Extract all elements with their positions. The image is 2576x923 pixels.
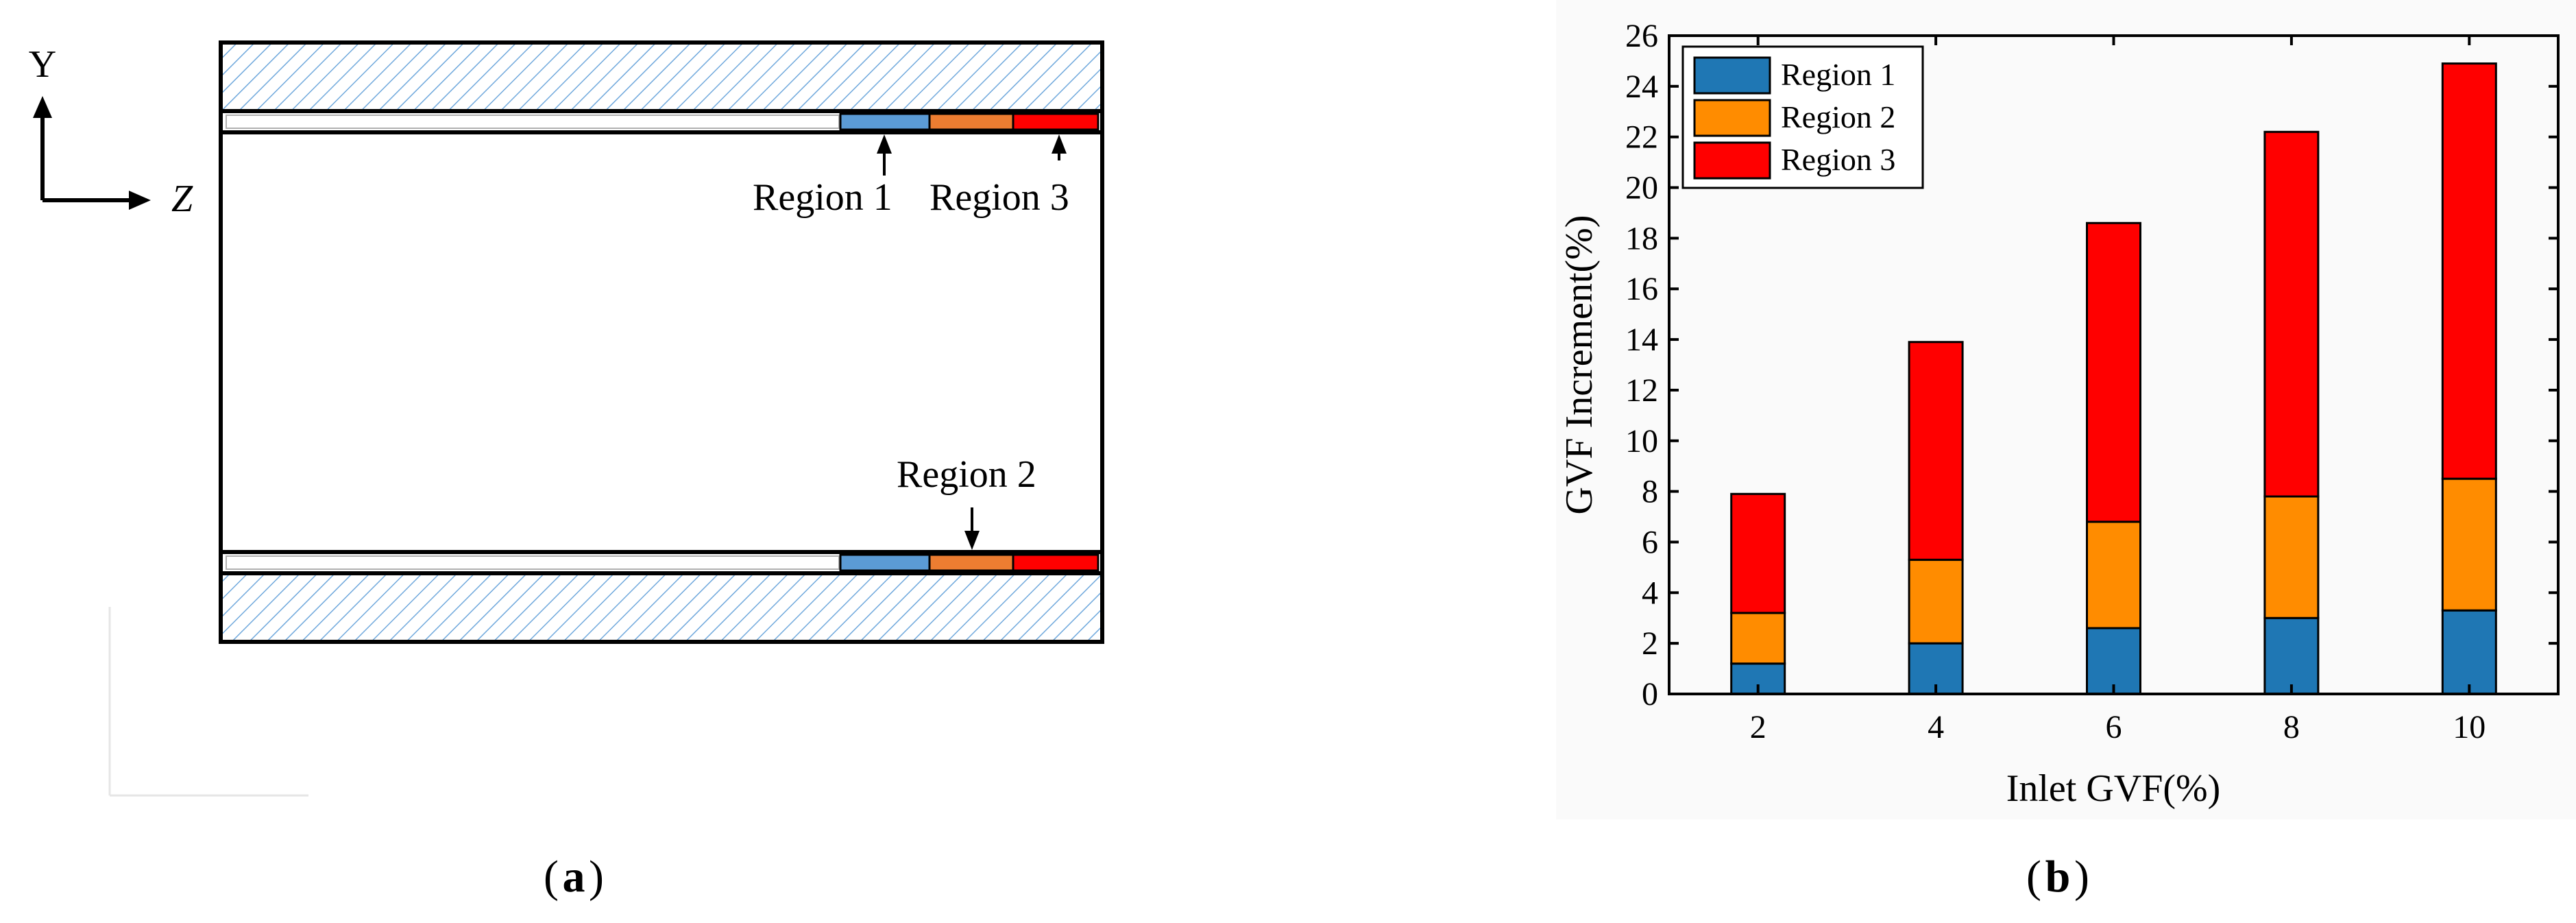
legend-swatch-region-3	[1693, 141, 1771, 180]
bar-segment-2-4	[1908, 558, 1964, 645]
region3-pointer	[1052, 134, 1067, 160]
y-tick-label: 14	[1625, 322, 1658, 358]
legend-label-region-1: Region 1	[1781, 57, 1895, 92]
bar-segment-3-2	[1730, 492, 1786, 614]
bar-segment-3-10	[2441, 62, 2497, 480]
y-axis-letter: Y	[29, 43, 56, 86]
bar-segment-2-6	[2086, 520, 2141, 630]
top-region2-block	[928, 112, 1014, 131]
legend-label-region-2: Region 2	[1781, 99, 1895, 134]
region2-pointer	[964, 507, 980, 550]
bars-group	[1730, 62, 2497, 695]
y-tick-label: 6	[1642, 524, 1658, 560]
y-tick-label: 18	[1625, 220, 1658, 256]
y-axis-label: GVF Increment(%)	[1558, 215, 1601, 515]
y-tick-label: 4	[1642, 575, 1658, 611]
bar-segment-3-4	[1908, 341, 1964, 561]
y-tick-label: 22	[1625, 119, 1658, 156]
y-tick-label: 20	[1625, 170, 1658, 206]
x-tick-label: 10	[2453, 709, 2486, 745]
bar-segment-1-10	[2441, 609, 2497, 695]
legend-swatch-region-2	[1693, 99, 1771, 137]
bar-segment-3-8	[2263, 130, 2320, 498]
bottom-wall-hatched	[219, 571, 1104, 644]
y-tick-label: 26	[1625, 18, 1658, 54]
caption-a: ( a )	[544, 852, 604, 902]
x-tick-label: 8	[2283, 709, 2300, 745]
bar-segment-1-6	[2086, 627, 2141, 695]
bottom-film-inner	[226, 555, 840, 570]
bottom-region1-block	[839, 553, 931, 572]
y-arrow-head	[33, 96, 52, 118]
svg-text:): )	[2074, 852, 2089, 902]
y-tick-label: 8	[1642, 474, 1658, 510]
top-wall-hatched	[219, 40, 1104, 113]
bar-segment-2-10	[2441, 477, 2497, 612]
top-film-inner	[226, 115, 840, 129]
bottom-region2-block	[928, 553, 1014, 572]
top-region1-block	[839, 112, 931, 131]
legend: Region 1 Region 2 Region 3	[1681, 45, 1924, 189]
caption-b: ( b )	[2026, 852, 2089, 902]
caption-a-letter: a	[563, 852, 585, 902]
label-region-1: Region 1	[753, 176, 892, 219]
y-tick-label: 2	[1642, 625, 1658, 662]
y-tick-label: 0	[1642, 676, 1658, 712]
caption-b-letter: b	[2045, 852, 2071, 902]
region1-pointer	[877, 134, 892, 176]
svg-text:(: (	[544, 852, 559, 902]
bar-segment-1-8	[2263, 616, 2320, 695]
z-axis-letter: Z	[171, 178, 193, 220]
svg-text:(: (	[2026, 852, 2041, 902]
bar-segment-2-2	[1730, 612, 1786, 665]
y-tick-label: 16	[1625, 271, 1658, 307]
bar-segment-2-8	[2263, 495, 2320, 619]
y-tick-label: 24	[1625, 69, 1658, 105]
y-tick-label: 12	[1625, 372, 1658, 409]
legend-swatch-region-1	[1693, 56, 1771, 95]
bottom-region3-block	[1012, 553, 1099, 572]
z-arrow-head	[129, 191, 151, 210]
label-region-2: Region 2	[897, 453, 1036, 496]
x-tick-label: 4	[1928, 709, 1944, 745]
axis-indicator: Y Z	[29, 43, 193, 220]
panel-a-schematic: Y Z Region 1	[29, 40, 1104, 797]
x-axis-label: Inlet GVF(%)	[2006, 767, 2221, 810]
x-tick-label: 6	[2106, 709, 2122, 745]
bar-segment-3-6	[2086, 221, 2141, 523]
legend-label-region-3: Region 3	[1781, 142, 1895, 177]
svg-text:): )	[589, 852, 604, 902]
label-region-3: Region 3	[929, 176, 1069, 219]
x-tick-label: 2	[1750, 709, 1766, 745]
top-region3-block	[1012, 112, 1099, 131]
x-axis: 2 4 6 8 10	[1750, 36, 2486, 745]
y-tick-label: 10	[1625, 423, 1658, 459]
